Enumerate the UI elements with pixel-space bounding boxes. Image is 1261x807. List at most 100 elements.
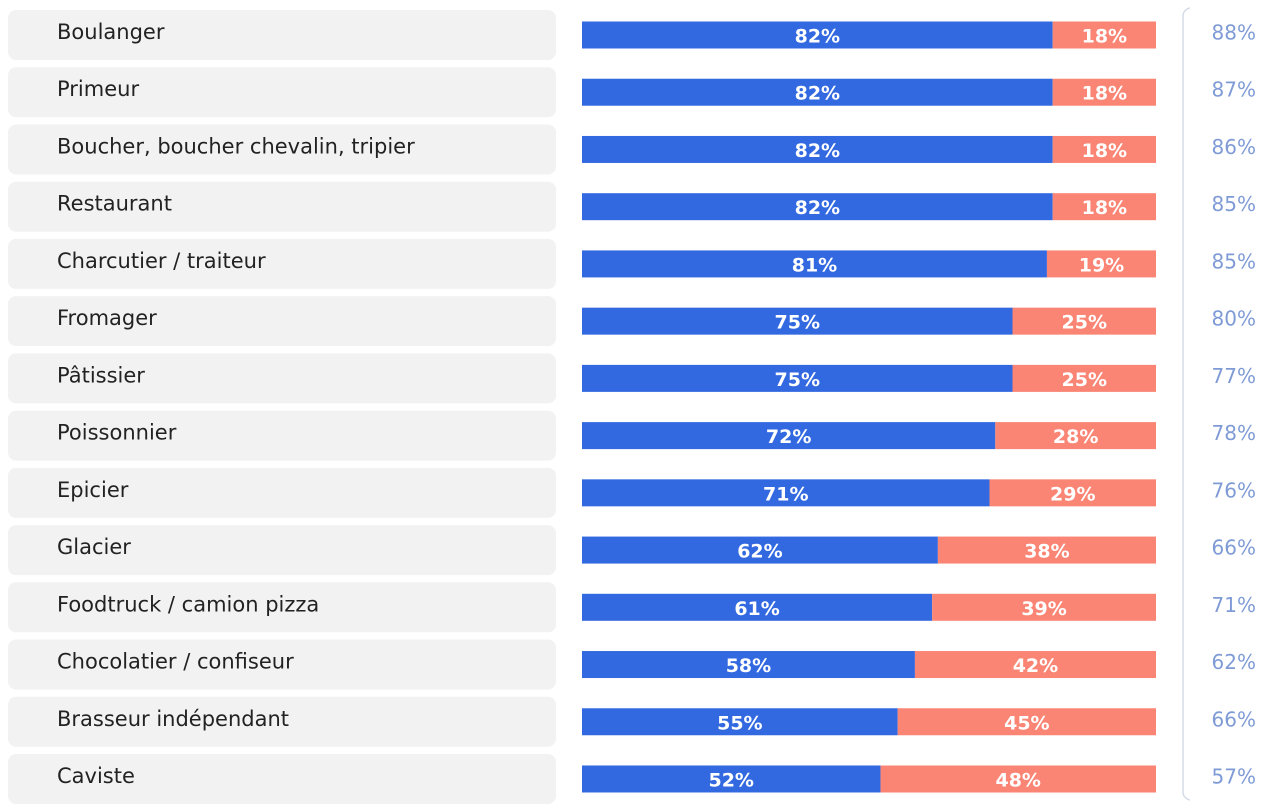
- bar-segment: [582, 708, 898, 736]
- bar-segment: [937, 536, 1156, 564]
- row-box: [8, 410, 556, 461]
- value-label: 18%: [1082, 140, 1127, 162]
- value-label: 75%: [775, 312, 820, 334]
- row-box: [8, 467, 556, 518]
- side-value: 85%: [1212, 192, 1256, 216]
- value-label: 29%: [1050, 483, 1095, 505]
- value-label: 45%: [1004, 712, 1049, 734]
- row-box: [8, 10, 556, 60]
- bar-segment: [880, 765, 1156, 793]
- bar-segment: [582, 536, 938, 564]
- bar-segment: [582, 593, 933, 621]
- category-label: Boulanger: [57, 20, 165, 44]
- side-value: 85%: [1212, 249, 1256, 273]
- side-value: 66%: [1212, 536, 1256, 560]
- bar-segment: [995, 422, 1156, 450]
- value-label: 48%: [995, 769, 1040, 791]
- value-label: 39%: [1021, 598, 1066, 620]
- side-value: 71%: [1212, 593, 1256, 617]
- bar-segment: [582, 250, 1047, 278]
- value-label: 52%: [708, 769, 753, 791]
- side-bracket-mask: [1190, 6, 1260, 802]
- row-box: [8, 582, 556, 633]
- row-box: [8, 181, 556, 232]
- bar-segment: [1052, 193, 1156, 221]
- value-label: 71%: [763, 483, 808, 505]
- category-label: Foodtruck / camion pizza: [57, 592, 319, 616]
- side-value: 86%: [1212, 135, 1256, 159]
- bar-segment: [1052, 135, 1156, 163]
- side-value: 62%: [1212, 650, 1256, 674]
- category-label: Primeur: [57, 77, 139, 101]
- side-value: 76%: [1212, 478, 1256, 502]
- bar-segment: [582, 651, 915, 679]
- bar-segment: [582, 422, 996, 450]
- bar-segment: [582, 765, 881, 793]
- side-value: 87%: [1212, 78, 1256, 102]
- value-label: 25%: [1062, 369, 1107, 391]
- value-label: 18%: [1082, 83, 1127, 105]
- category-label: Charcutier / traiteur: [57, 249, 266, 273]
- bar-segment: [582, 21, 1053, 49]
- bar-segment: [1052, 78, 1156, 106]
- row-box: [8, 353, 556, 404]
- bar-segment: [1012, 307, 1156, 335]
- bar-segment: [897, 708, 1156, 736]
- side-value: 66%: [1212, 707, 1256, 731]
- bar-segment: [582, 78, 1053, 106]
- value-label: 75%: [775, 369, 820, 391]
- value-label: 19%: [1079, 254, 1124, 276]
- side-value: 80%: [1212, 307, 1256, 331]
- row-box: [8, 296, 556, 347]
- side-value: 78%: [1212, 421, 1256, 445]
- value-label: 42%: [1013, 655, 1058, 677]
- value-label: 82%: [795, 140, 840, 162]
- value-label: 61%: [734, 598, 779, 620]
- row-box: [8, 124, 556, 175]
- row-box: [8, 67, 556, 118]
- category-label: Boucher, boucher chevalin, tripier: [57, 134, 415, 158]
- row-box: [8, 238, 556, 289]
- value-label: 25%: [1062, 312, 1107, 334]
- value-label: 18%: [1082, 197, 1127, 219]
- bar-segment: [582, 364, 1013, 392]
- bar-segment: [914, 651, 1156, 679]
- side-value: 57%: [1212, 764, 1256, 788]
- bar-segment: [582, 479, 990, 507]
- value-label: 58%: [726, 655, 771, 677]
- category-label: Pâtissier: [57, 363, 145, 387]
- bar-segment: [582, 193, 1053, 221]
- side-value: 88%: [1212, 21, 1256, 45]
- row-box: [8, 525, 556, 576]
- category-label: Epicier: [57, 478, 129, 502]
- bar-segment: [1046, 250, 1156, 278]
- bar-segment: [582, 135, 1053, 163]
- value-label: 82%: [795, 197, 840, 219]
- value-label: 62%: [737, 541, 782, 563]
- category-label: Caviste: [57, 764, 135, 788]
- value-label: 55%: [717, 712, 762, 734]
- row-box: [8, 639, 556, 690]
- bar-segment: [1012, 364, 1156, 392]
- value-label: 18%: [1082, 26, 1127, 48]
- value-label: 38%: [1024, 541, 1069, 563]
- category-label: Fromager: [57, 306, 157, 330]
- category-label: Restaurant: [57, 192, 172, 216]
- bar-segment: [989, 479, 1156, 507]
- value-label: 81%: [792, 254, 837, 276]
- category-label: Brasseur indépendant: [57, 707, 289, 731]
- value-label: 82%: [795, 83, 840, 105]
- row-box: [8, 696, 556, 747]
- category-label: Chocolatier / confiseur: [57, 650, 294, 674]
- value-label: 28%: [1053, 426, 1098, 448]
- value-label: 82%: [795, 26, 840, 48]
- category-label: Glacier: [57, 535, 131, 559]
- bar-segment: [932, 593, 1156, 621]
- value-label: 72%: [766, 426, 811, 448]
- category-label: Poissonnier: [57, 421, 177, 445]
- side-value: 77%: [1212, 364, 1256, 388]
- row-box: [8, 753, 556, 804]
- bar-segment: [582, 307, 1013, 335]
- bar-segment: [1052, 21, 1156, 49]
